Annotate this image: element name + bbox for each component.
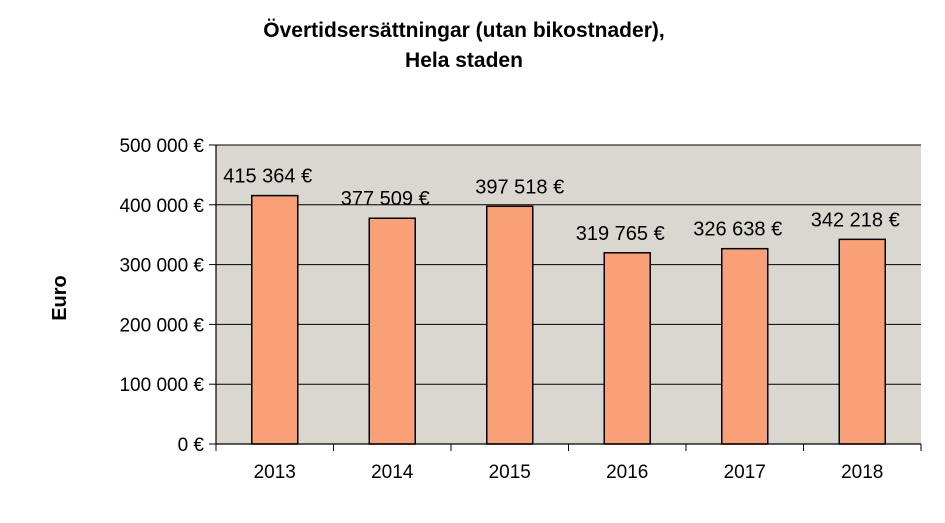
x-tick-label: 2013 (254, 462, 296, 483)
chart-title-line-1: Övertidsersättningar (utan bikostnader), (263, 19, 664, 42)
data-label-2018: 342 218 € (811, 209, 900, 231)
gridlines (216, 144, 921, 385)
x-tick-label: 2015 (489, 462, 531, 483)
y-tick-label: 300 000 € (119, 256, 204, 277)
data-label-2014: 377 509 € (341, 188, 430, 210)
bars (251, 194, 886, 445)
y-tick-labels: 0 € 100 000 € 200 000 € 300 000 € 400 000 € 5… (119, 136, 204, 456)
y-tick-label: 100 000 € (119, 375, 204, 396)
x-tick-label: 2018 (841, 462, 883, 483)
y-tick-label: 200 000 € (119, 315, 204, 336)
data-label-2013: 415 364 € (223, 166, 312, 188)
x-tick-labels: 2013 2014 2015 2016 2017 2018 (254, 462, 884, 483)
plot-area (216, 145, 921, 444)
x-tick-label: 2014 (371, 462, 414, 483)
y-tick-label: 0 € (178, 435, 205, 456)
x-tick-label: 2016 (606, 462, 648, 483)
x-tick-label: 2017 (724, 462, 766, 483)
y-tick-label: 400 000 € (119, 196, 204, 217)
data-label-2016: 319 765 € (576, 223, 665, 245)
data-label-2017: 326 638 € (693, 219, 782, 241)
data-label-2015: 397 518 € (475, 176, 564, 198)
bar-2013 (251, 194, 299, 445)
y-tick-label: 500 000 € (119, 136, 204, 157)
bar-2016 (603, 252, 651, 445)
axes (209, 144, 922, 451)
chart-title-line-2: Hela staden (405, 49, 523, 72)
bar-2018 (838, 238, 886, 445)
data-labels: 415 364 € 377 509 € 397 518 € 319 765 € 326 … (223, 166, 899, 245)
bar-2017 (721, 247, 769, 445)
bar-2015 (486, 205, 534, 445)
bar-2014 (368, 217, 416, 445)
y-axis-label: Euro (49, 275, 71, 321)
